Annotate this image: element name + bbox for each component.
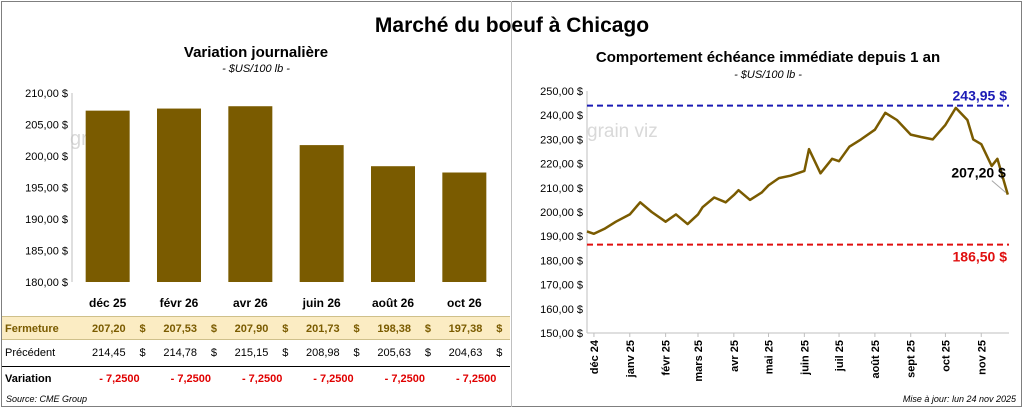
bar-y-tick-label: 210,00 $ [25,88,68,100]
table-row-previous: Précédent 214,45 $214,78 $215,15 $208,98 $20… [2,341,510,365]
variation-value: - 7,2500 [455,373,497,385]
line-y-tick-label: 240,00 $ [540,110,583,122]
line-chart: grain viz 150,00 $ 160,00 $ 170,00 $ 180,00… [540,86,1010,382]
close-value: 207,90 [234,323,269,335]
series-line [586,106,1010,236]
bar-x-tick-label: juin 26 [302,296,341,310]
currency-symbol: $ [282,323,289,335]
row-label-variation: Variation [5,373,52,385]
source-note: Source: CME Group [6,394,88,404]
line-x-tick-label: nov 25 [976,340,988,375]
variation-value: - 7,2500 [99,373,140,385]
previous-value: 205,63 [377,347,411,359]
last-value-label: 207,20 $ [951,165,1006,181]
currency-symbol: $ [353,347,360,359]
table-row-variation: Variation - 7,2500 - 7,2500 - 7,2500 - 7,25… [2,366,510,390]
line-x-tick-label: juin 25 [799,340,811,376]
line-x-tick-label: janv 25 [625,340,637,378]
line-y-tick-label: 250,00 $ [540,86,583,98]
currency-symbol: $ [424,323,431,335]
currency-symbol: $ [210,323,217,335]
bar-y-tick-label: 195,00 $ [25,183,68,195]
line-x-tick-label: févr 25 [661,340,673,375]
variation-value: - 7,2500 [313,373,354,385]
line-x-tick-label: déc 24 [589,339,601,374]
bar-y-tick-label: 200,00 $ [25,151,68,163]
currency-symbol: $ [282,347,289,359]
line-chart-watermark: grain viz [587,121,658,142]
line-chart-title: Comportement échéance immédiate depuis 1… [595,49,941,66]
bar-chart-unit: - $US/100 lb - [222,63,290,75]
bar-y-tick-label: 205,00 $ [25,120,68,132]
bar [299,145,344,282]
right-panel: Comportement échéance immédiate depuis 1… [512,0,1024,409]
bar [228,106,273,282]
line-x-tick-label: oct 25 [940,340,952,372]
close-value: 201,73 [306,323,340,335]
line-y-tick-label: 220,00 $ [540,159,583,171]
bar-y-tick-label: 190,00 $ [25,214,68,226]
bar [85,110,130,282]
bar-chart-title: Variation journalière [183,44,329,61]
bar-x-tick-label: oct 26 [447,296,482,310]
line-x-tick-label: avr 25 [729,340,741,372]
currency-symbol: $ [424,347,431,359]
update-note: Mise à jour: lun 24 nov 2025 [902,394,1016,404]
bar [442,172,487,282]
previous-value: 214,78 [163,347,197,359]
bar-x-tick-label: août 26 [372,296,414,310]
currency-symbol: $ [139,347,146,359]
bar-x-tick-label: avr 26 [233,296,268,310]
close-value: 207,20 [92,323,126,335]
previous-value: 208,98 [306,347,340,359]
left-panel: Variation journalière - $US/100 lb - gra… [2,44,510,404]
variation-value: - 7,2500 [384,373,425,385]
bar [371,166,415,282]
line-y-tick-label: 210,00 $ [540,183,583,195]
line-x-tick-label: sept 25 [906,340,918,378]
line-y-tick-label: 160,00 $ [540,304,583,316]
line-y-tick-label: 230,00 $ [540,134,583,146]
line-y-tick-label: 150,00 $ [540,328,583,340]
row-label-previous: Précédent [5,347,56,359]
line-x-tick-label: mars 25 [693,340,705,382]
reference-line-label: 243,95 $ [953,88,1008,104]
bar-x-tick-label: déc 25 [89,296,127,310]
table-row-close: Fermeture 207,20 $207,53 $207,90 $201,73 $19… [2,316,510,340]
currency-symbol: $ [139,323,146,335]
variation-value: - 7,2500 [241,373,283,385]
panel-divider [511,1,512,407]
line-y-tick-label: 170,00 $ [540,280,583,292]
line-x-tick-label: août 25 [870,340,882,379]
last-value-leader [991,180,1007,193]
line-y-tick-label: 200,00 $ [540,207,583,219]
close-value: 197,38 [448,323,483,335]
line-y-tick-label: 190,00 $ [540,231,583,243]
reference-line-label: 186,50 $ [953,249,1008,265]
previous-value: 214,45 [92,347,126,359]
close-value: 207,53 [163,323,197,335]
line-y-tick-label: 180,00 $ [540,255,583,267]
row-label-close: Fermeture [5,323,59,335]
bar-y-tick-label: 180,00 $ [25,277,68,289]
currency-symbol: $ [210,347,217,359]
bar [157,108,201,282]
bar-chart: grain 180,00 $185,00 $190,00 $195,00 $20… [25,88,487,310]
previous-value: 215,15 [234,347,269,359]
line-x-tick-label: mai 25 [764,340,776,374]
bar-y-tick-label: 185,00 $ [25,246,68,258]
line-chart-unit: - $US/100 lb - [734,69,802,81]
close-value: 198,38 [377,323,411,335]
previous-value: 204,63 [448,347,483,359]
currency-symbol: $ [496,323,503,335]
variation-value: - 7,2500 [170,373,211,385]
currency-symbol: $ [496,347,503,359]
currency-symbol: $ [353,323,360,335]
bar-x-tick-label: févr 26 [160,296,199,310]
line-x-tick-label: juil 25 [834,340,846,372]
